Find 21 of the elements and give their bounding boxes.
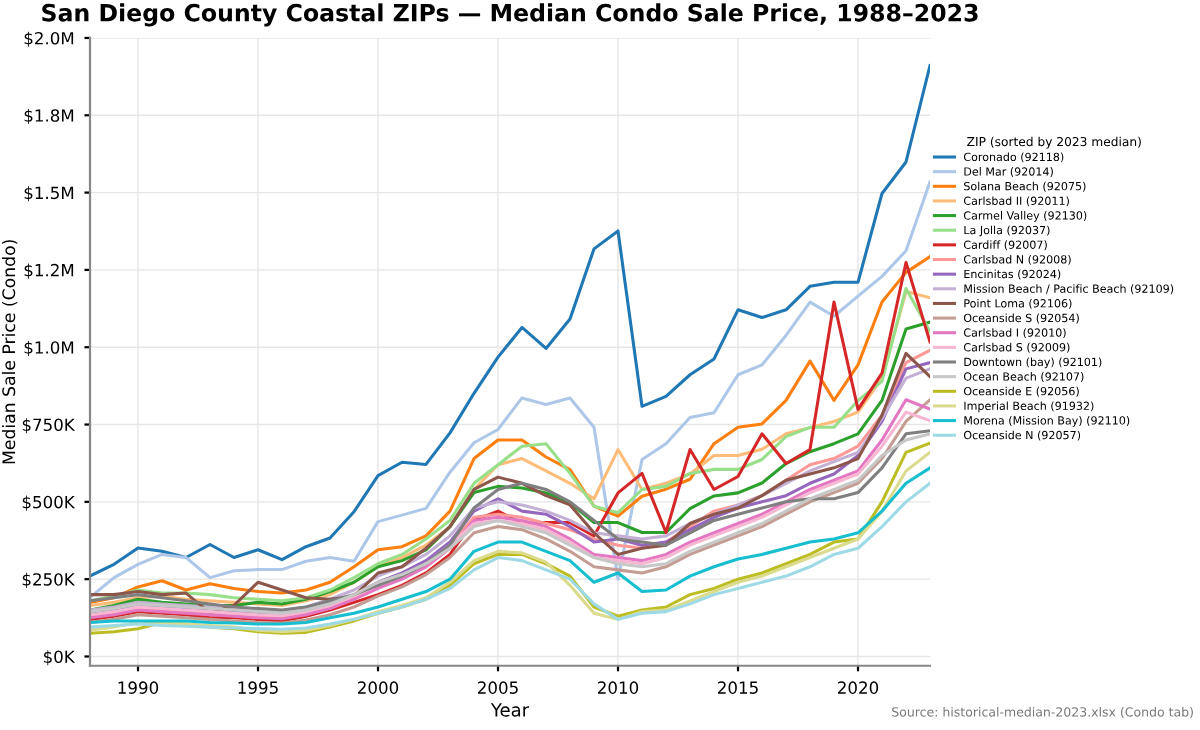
- x-tick-label: 2005: [478, 681, 518, 694]
- y-tick-label: $1.0M: [24, 340, 74, 356]
- line-series: [90, 180, 930, 599]
- y-tick-label: $2.0M: [24, 31, 74, 47]
- y-tick-label: $1.8M: [24, 108, 74, 125]
- x-tick-label: 2000: [358, 681, 399, 694]
- x-axis-title: Year: [490, 703, 530, 717]
- y-tick-label: $500K: [22, 495, 76, 511]
- y-axis-title: Median Sale Price (Condo): [1, 240, 18, 464]
- line-series: [90, 63, 930, 578]
- y-tick-label: $0K: [43, 650, 76, 666]
- x-tick-label: 2020: [838, 681, 879, 694]
- y-tick-label: $750K: [22, 418, 76, 434]
- x-tick-label: 2010: [598, 681, 639, 694]
- chart-title: San Diego County Coastal ZIPs — Median Condo Sale Price, 1988–2023: [42, 3, 978, 27]
- x-tick-label: 1990: [118, 681, 159, 694]
- y-tick-label: $1.5M: [24, 186, 74, 202]
- y-tick-label: $250K: [22, 572, 76, 588]
- y-tick-label: $1.2M: [24, 263, 74, 279]
- x-tick-label: 2015: [718, 681, 758, 694]
- x-tick-label: 1995: [238, 681, 278, 694]
